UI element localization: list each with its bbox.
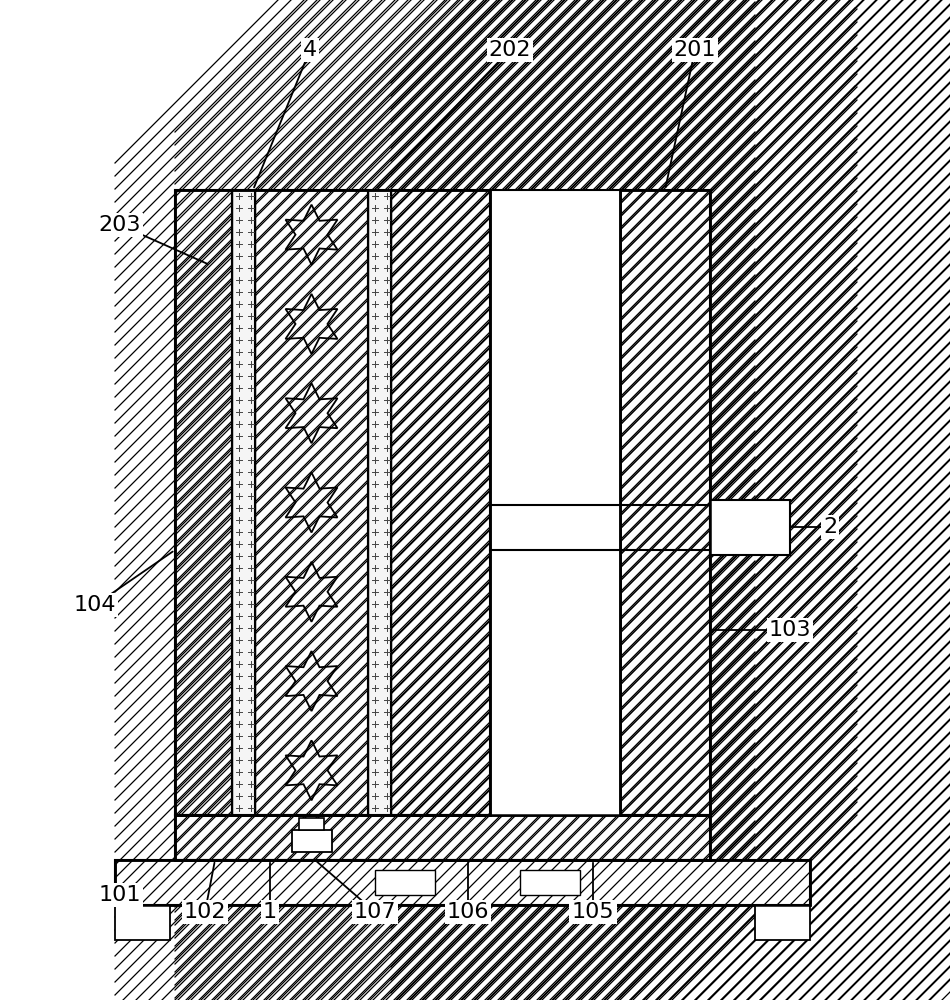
Bar (368, 190, 391, 815)
Bar (375, 870, 435, 895)
Text: 102: 102 (183, 902, 226, 922)
Text: 4: 4 (303, 40, 317, 60)
Text: 201: 201 (674, 40, 716, 60)
Bar (175, 815, 710, 860)
Bar (232, 190, 255, 815)
Bar (175, 190, 490, 815)
Text: 1: 1 (263, 902, 277, 922)
Text: 2: 2 (823, 517, 837, 537)
Text: 202: 202 (488, 40, 531, 60)
Text: 105: 105 (572, 902, 615, 922)
Bar (115, 860, 810, 905)
Bar (175, 190, 490, 815)
Text: 203: 203 (99, 215, 142, 235)
Bar (490, 190, 620, 815)
Bar (115, 905, 170, 940)
Bar (175, 815, 710, 860)
Text: 101: 101 (99, 885, 142, 905)
Text: 106: 106 (446, 902, 489, 922)
Bar (620, 190, 710, 815)
Text: 103: 103 (769, 620, 811, 640)
Bar (175, 190, 232, 815)
Bar (391, 190, 490, 815)
Bar (255, 190, 368, 815)
Bar (620, 190, 710, 815)
Bar (175, 815, 710, 860)
Bar (620, 190, 710, 815)
Bar (115, 860, 810, 905)
Bar (710, 500, 790, 555)
Bar (299, 818, 324, 830)
Text: 104: 104 (74, 595, 116, 615)
Text: 107: 107 (353, 902, 396, 922)
Bar (115, 860, 810, 905)
Bar (292, 830, 332, 852)
Bar (520, 870, 580, 895)
Bar (755, 905, 810, 940)
